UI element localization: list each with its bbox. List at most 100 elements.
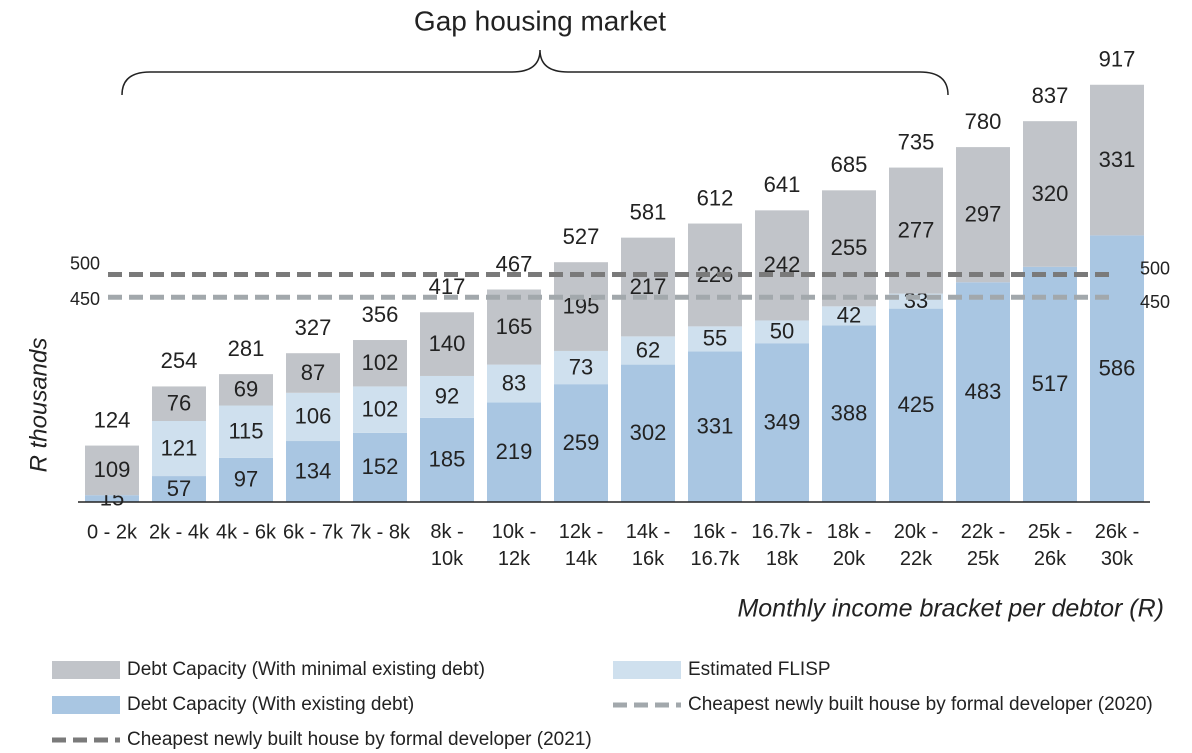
value-label: 106 xyxy=(295,404,332,429)
x-tick-label: 6k - 7k xyxy=(283,521,344,543)
bar-segment xyxy=(621,336,675,365)
reference-label-left: 500 xyxy=(70,253,100,273)
bar-segment xyxy=(755,210,809,321)
bar-segment xyxy=(1090,84,1144,236)
total-label: 641 xyxy=(764,172,801,197)
x-tick-line: 26k - xyxy=(1095,521,1139,543)
bar-segment xyxy=(755,343,809,502)
legend-swatch xyxy=(52,661,120,679)
value-label: 83 xyxy=(502,370,526,395)
x-tick-line: 16.7k - xyxy=(751,521,812,543)
reference-label-left: 450 xyxy=(70,289,100,309)
value-label: 109 xyxy=(94,457,131,482)
value-label: 331 xyxy=(1099,147,1136,172)
total-label: 281 xyxy=(228,336,265,361)
total-label: 685 xyxy=(831,152,868,177)
value-label: 134 xyxy=(295,458,332,483)
x-tick-line: 26k xyxy=(1034,548,1067,570)
x-tick-line: 12k - xyxy=(559,521,603,543)
value-label: 297 xyxy=(965,201,1002,226)
bar-segment xyxy=(353,340,407,387)
value-label: 92 xyxy=(435,384,459,409)
value-label: 165 xyxy=(496,314,533,339)
value-label: 76 xyxy=(167,391,191,416)
legend-label: Debt Capacity (With minimal existing deb… xyxy=(127,659,485,680)
legend-swatch xyxy=(52,696,120,714)
value-label: 185 xyxy=(429,447,466,472)
total-label: 356 xyxy=(362,302,399,327)
bar-segment xyxy=(219,405,273,458)
bar-segment xyxy=(956,147,1010,283)
reference-label-right: 450 xyxy=(1140,292,1170,312)
legend-label: Debt Capacity (With existing debt) xyxy=(127,694,414,715)
x-tick-line: 18k - xyxy=(827,521,871,543)
bar-segment xyxy=(487,364,541,403)
x-tick-label: 8k - 10k xyxy=(430,521,464,570)
value-label: 349 xyxy=(764,409,801,434)
value-label: 42 xyxy=(837,303,861,328)
bar-segment xyxy=(1090,235,1144,502)
value-label: 586 xyxy=(1099,355,1136,380)
x-tick-line: 14k - xyxy=(626,521,670,543)
value-label: 102 xyxy=(362,350,399,375)
bar-segment xyxy=(822,325,876,502)
bar-segment xyxy=(219,457,273,502)
x-tick-line: 22k xyxy=(900,548,933,570)
x-tick-label: 2k - 4k xyxy=(149,521,210,543)
bar-segment xyxy=(420,312,474,376)
value-label: 277 xyxy=(898,217,935,242)
total-label: 917 xyxy=(1099,47,1136,72)
value-label: 152 xyxy=(362,454,399,479)
x-tick-line: 16k - xyxy=(693,521,737,543)
value-label: 115 xyxy=(228,419,263,444)
bar-segment xyxy=(688,351,742,502)
value-label: 302 xyxy=(630,420,667,445)
bar-segment xyxy=(554,262,608,351)
bar-segment xyxy=(85,495,139,502)
bar-segment xyxy=(353,386,407,433)
bar-segment xyxy=(420,375,474,418)
x-tick-line: 25k - xyxy=(1028,521,1072,543)
bar-segment xyxy=(554,384,608,502)
legend-label: Cheapest newly built house by formal dev… xyxy=(127,729,592,750)
value-label: 219 xyxy=(496,439,533,464)
total-label: 581 xyxy=(630,199,667,224)
value-label: 102 xyxy=(362,396,399,421)
x-tick-line: 25k xyxy=(967,548,1000,570)
value-label: 331 xyxy=(697,414,734,439)
x-tick-line: 18k xyxy=(766,548,799,570)
annotation: Gap housing market xyxy=(414,5,666,36)
x-tick-label: 22k - 25k xyxy=(961,521,1005,570)
bar-segment xyxy=(353,432,407,502)
bar-segment xyxy=(152,476,206,502)
bar-segment xyxy=(286,353,340,393)
value-label: 517 xyxy=(1032,371,1069,396)
legend-label: Estimated FLISP xyxy=(688,659,831,680)
bar-segment xyxy=(286,392,340,442)
x-tick-label: 0 - 2k xyxy=(87,521,138,543)
value-label: 217 xyxy=(630,274,667,299)
total-label: 735 xyxy=(898,129,935,154)
total-label: 527 xyxy=(563,224,600,249)
x-tick-label: 14k - 16k xyxy=(626,521,670,570)
reference-label-right: 500 xyxy=(1140,258,1170,278)
bar-segment xyxy=(219,374,273,406)
x-tick-line: 22k - xyxy=(961,521,1005,543)
bar-segment xyxy=(487,289,541,365)
bar-segment xyxy=(822,190,876,307)
value-label: 55 xyxy=(703,326,727,351)
x-tick-label: 18k - 20k xyxy=(827,521,871,570)
value-label: 121 xyxy=(161,435,198,460)
total-label: 612 xyxy=(697,185,734,210)
bar-segment xyxy=(152,421,206,477)
x-tick-label: 12k - 14k xyxy=(559,521,603,570)
bar-segment xyxy=(420,417,474,502)
legend-label: Cheapest newly built house by formal dev… xyxy=(688,694,1153,715)
legend-swatch xyxy=(613,661,681,679)
x-tick-label: 20k - 22k xyxy=(894,521,938,570)
bar-segment xyxy=(1023,266,1077,502)
x-tick-label: 16.7k - 18k xyxy=(751,521,812,570)
total-label: 124 xyxy=(94,407,131,432)
x-tick-line: 14k xyxy=(565,548,598,570)
